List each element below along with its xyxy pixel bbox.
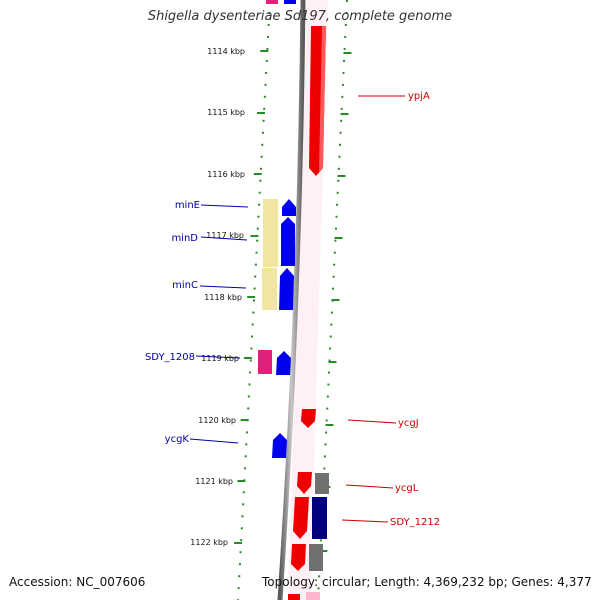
gene-label-SDY_1208: SDY_1208 [145, 352, 195, 363]
accession-label: Accession: NC_007606 [9, 575, 146, 589]
gene-bottom-forward [291, 544, 306, 571]
gene-feature-top-pink [266, 0, 278, 4]
gene-label-ycgJ: ycgJ [398, 418, 419, 429]
gene-minE-cog [263, 199, 278, 267]
gene-SDY_1208-cog [258, 350, 272, 374]
gene-label-ypjA: ypjA [408, 91, 430, 102]
gene-minE [282, 199, 296, 216]
gene-minC-cog [262, 268, 277, 310]
gene-bottom-partial-pink [306, 592, 320, 600]
gene-SDY_1212-cog [312, 497, 327, 539]
gene-ycgK [272, 433, 287, 458]
gene-ycgL [297, 472, 312, 494]
gene-label-minE: minE [175, 200, 200, 211]
gene-label-ycgL: ycgL [395, 483, 419, 494]
gene-bottom-cog [309, 544, 323, 571]
tick-label-1122: 1122 kbp [190, 538, 228, 547]
gene-label-minD: minD [171, 233, 198, 244]
gene-SDY_1212 [293, 497, 309, 539]
tick-label-1114: 1114 kbp [207, 47, 245, 56]
gene-label-ycgK: ycgK [165, 434, 190, 445]
tick-label-1118: 1118 kbp [204, 293, 242, 302]
gene-feature-top-blue [284, 0, 296, 4]
gene-label-SDY_1212: SDY_1212 [390, 517, 440, 528]
topology-label: Topology: circular; Length: 4,369,232 bp… [262, 575, 592, 589]
tick-marks [234, 50, 352, 552]
gene-minD [281, 217, 295, 266]
tick-label-1121: 1121 kbp [195, 477, 233, 486]
gene-SDY_1208 [276, 351, 291, 375]
map-title: Shigella dysenteriae Sd197, complete gen… [147, 9, 453, 24]
tick-label-1116: 1116 kbp [207, 170, 245, 179]
gene-ycgJ [301, 409, 316, 428]
gene-ypjA-highlight [319, 26, 326, 172]
genome-backbone [277, 0, 306, 600]
tick-label-1120: 1120 kbp [198, 416, 236, 425]
gene-minC [279, 268, 294, 310]
leader-lines [189, 95, 405, 523]
gene-label-minC: minC [172, 280, 198, 291]
gene-ycgL-cog [315, 473, 329, 494]
tick-label-1117: 1117 kbp [206, 231, 244, 240]
tick-label-1119: 1119 kbp [201, 354, 239, 363]
gene-bottom-partial-red [288, 594, 300, 600]
tick-label-1115: 1115 kbp [207, 108, 245, 117]
left-dotted-ring [237, 0, 271, 600]
